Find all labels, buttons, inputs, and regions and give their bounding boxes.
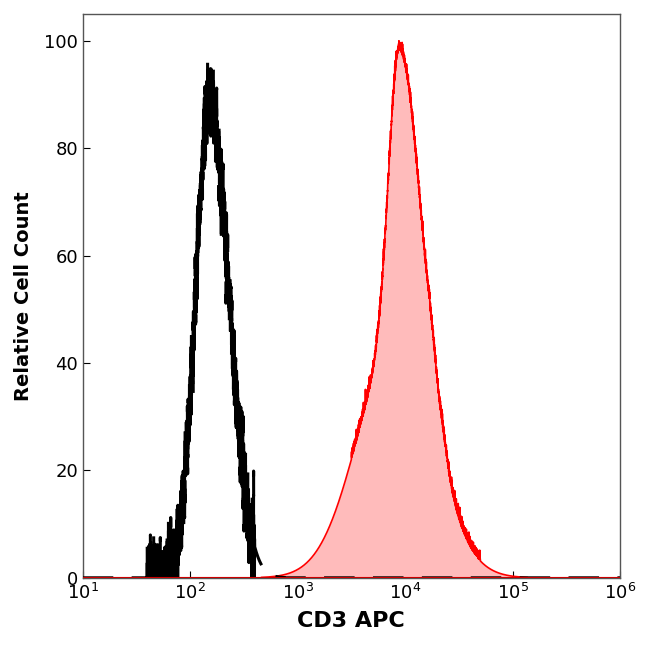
X-axis label: CD3 APC: CD3 APC — [298, 611, 405, 631]
Y-axis label: Relative Cell Count: Relative Cell Count — [14, 191, 33, 401]
